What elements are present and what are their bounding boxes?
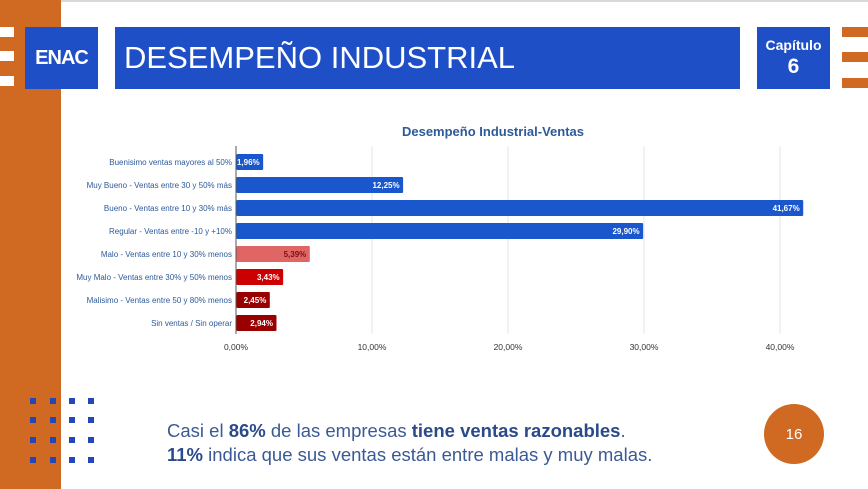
data-label: 5,39% bbox=[284, 250, 307, 259]
page-title: DESEMPEÑO INDUSTRIAL bbox=[115, 27, 740, 89]
bar bbox=[236, 246, 310, 262]
logo-text: ENAC bbox=[35, 46, 89, 69]
bar bbox=[236, 223, 644, 239]
decorative-dot bbox=[30, 398, 36, 404]
data-label: 2,45% bbox=[244, 296, 267, 305]
left-stripe-decoration bbox=[0, 51, 14, 61]
decorative-dot bbox=[50, 417, 56, 423]
decorative-dot bbox=[50, 457, 56, 463]
decorative-dot bbox=[30, 437, 36, 443]
page-number: 16 bbox=[785, 425, 803, 443]
category-label: Malo - Ventas entre 10 y 30% menos bbox=[101, 250, 232, 259]
bar bbox=[236, 269, 284, 285]
summary-highlight: tiene ventas razonables bbox=[411, 420, 621, 441]
category-label: Sin ventas / Sin operar bbox=[151, 319, 232, 328]
decorative-dot bbox=[88, 417, 94, 423]
right-stripe-decoration bbox=[842, 52, 868, 62]
x-tick-label: 20,00% bbox=[494, 342, 523, 352]
summary-text-part: indica que sus ventas están entre malas … bbox=[203, 444, 653, 465]
decorative-dot bbox=[69, 437, 75, 443]
summary-text: Casi el 86% de las empresas tiene ventas… bbox=[167, 419, 652, 467]
decorative-dot bbox=[50, 437, 56, 443]
bar bbox=[236, 200, 804, 216]
decorative-dot bbox=[69, 417, 75, 423]
category-label: Regular - Ventas entre -10 y +10% bbox=[109, 227, 232, 236]
page-number-badge: 16 bbox=[764, 404, 824, 464]
data-label: 1,96% bbox=[237, 158, 260, 167]
chapter-badge: Capítulo 6 bbox=[757, 27, 830, 89]
decorative-dot bbox=[88, 398, 94, 404]
data-label: 3,43% bbox=[257, 273, 280, 282]
x-tick-label: 0,00% bbox=[224, 342, 249, 352]
x-tick-label: 40,00% bbox=[766, 342, 795, 352]
enac-logo: ENAC bbox=[25, 27, 98, 89]
category-label: Muy Bueno - Ventas entre 30 y 50% más bbox=[87, 181, 232, 190]
chapter-number: 6 bbox=[787, 55, 800, 78]
category-label: Muy Malo - Ventas entre 30% y 50% menos bbox=[76, 273, 232, 282]
page-title-text: DESEMPEÑO INDUSTRIAL bbox=[124, 40, 516, 75]
summary-line-1: Casi el 86% de las empresas tiene ventas… bbox=[167, 419, 652, 443]
decorative-dot bbox=[50, 398, 56, 404]
data-label: 41,67% bbox=[773, 204, 800, 213]
chart-title: Desempeño Industrial-Ventas bbox=[401, 124, 585, 139]
summary-highlight: 86% bbox=[228, 420, 266, 441]
bar bbox=[236, 154, 264, 170]
data-label: 29,90% bbox=[612, 227, 639, 236]
right-stripe-decoration bbox=[842, 27, 868, 37]
decorative-dot bbox=[88, 437, 94, 443]
decorative-dot bbox=[69, 457, 75, 463]
summary-text-part: Casi el bbox=[167, 420, 229, 441]
category-label: Buenisimo ventas mayores al 50% bbox=[109, 158, 232, 167]
bar bbox=[236, 292, 270, 308]
left-stripe-decoration bbox=[0, 27, 14, 37]
decorative-dot bbox=[30, 457, 36, 463]
data-label: 2,94% bbox=[250, 319, 273, 328]
chapter-label: Capítulo bbox=[765, 37, 822, 53]
summary-line-2: 11% indica que sus ventas están entre ma… bbox=[167, 443, 652, 467]
decorative-dot bbox=[69, 398, 75, 404]
x-tick-label: 10,00% bbox=[358, 342, 387, 352]
bar bbox=[236, 315, 277, 331]
right-stripe-decoration bbox=[842, 78, 868, 88]
summary-highlight: 11% bbox=[167, 444, 204, 465]
left-stripe-decoration bbox=[0, 76, 14, 86]
summary-text-part: . bbox=[620, 420, 626, 441]
x-tick-label: 30,00% bbox=[630, 342, 659, 352]
decorative-dot bbox=[88, 457, 94, 463]
summary-text-part: de las empresas bbox=[265, 420, 412, 441]
decorative-dot bbox=[30, 417, 36, 423]
category-label: Bueno - Ventas entre 10 y 30% más bbox=[104, 204, 232, 213]
top-border bbox=[0, 0, 868, 2]
data-label: 12,25% bbox=[372, 181, 399, 190]
category-label: Malisimo - Ventas entre 50 y 80% menos bbox=[87, 296, 232, 305]
bar bbox=[236, 177, 404, 193]
